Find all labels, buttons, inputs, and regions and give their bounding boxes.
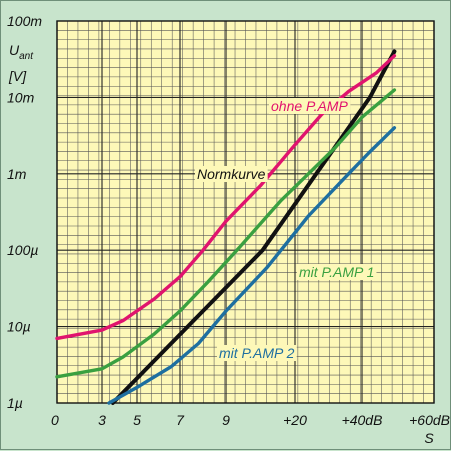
y-tick-label: 1µ xyxy=(7,395,23,411)
x-tick-label: 7 xyxy=(176,412,185,428)
y-unit-bracket: [V] xyxy=(8,68,27,84)
y-tick-label: 100m xyxy=(7,13,42,29)
annotation-normkurve: Normkurve xyxy=(197,166,266,182)
x-tick-label: 5 xyxy=(133,412,141,428)
y-tick-label: 1m xyxy=(7,166,27,182)
annotation-background xyxy=(297,264,377,280)
annotation-background xyxy=(269,98,351,114)
y-tick-label: 10m xyxy=(7,89,35,105)
y-unit-label: Uant xyxy=(9,42,34,62)
x-tick-label: 9 xyxy=(222,412,230,428)
y-tick-label: 100µ xyxy=(7,242,38,258)
x-tick-label: +20 xyxy=(283,412,307,428)
x-tick-label: 0 xyxy=(51,412,59,428)
series-line-ohne-p-amp xyxy=(55,54,397,341)
x-tick-label: +60dB xyxy=(409,412,450,428)
annotation-mit-p-amp-2: mit P.AMP 2 xyxy=(219,345,295,361)
series-line-mit-p-amp-2 xyxy=(107,126,397,405)
x-tick-label: +40dB xyxy=(342,412,383,428)
annotation-mit-p-amp-1: mit P.AMP 1 xyxy=(299,264,374,280)
annotation-background xyxy=(217,345,297,361)
series-line-normkurve xyxy=(110,49,397,405)
annotation-ohne-p-amp: ohne P.AMP xyxy=(271,98,348,114)
y-tick-label: 10µ xyxy=(7,319,31,335)
plot-border xyxy=(56,20,435,404)
x-tick-label: 3 xyxy=(98,412,106,428)
annotation-background xyxy=(195,166,268,182)
series-line-mit-p-amp-1 xyxy=(55,88,397,379)
x-unit-label: S xyxy=(424,430,434,446)
